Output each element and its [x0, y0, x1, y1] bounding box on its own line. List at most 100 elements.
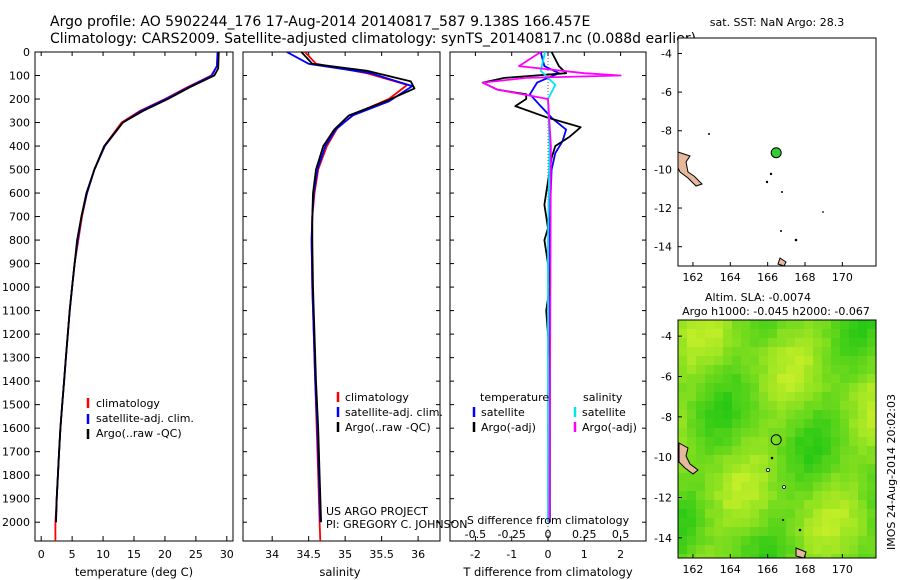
sla-cell: [777, 491, 787, 501]
sla-cell: [714, 437, 724, 447]
sla-cell: [795, 428, 805, 438]
sla-cell: [714, 509, 724, 519]
sla-cell: [840, 473, 850, 483]
sla-cell: [849, 536, 859, 546]
sla-cell: [705, 374, 715, 384]
sla-cell: [795, 455, 805, 465]
sla-cell: [768, 527, 778, 537]
figure-title-line2: Climatology: CARS2009. Satellite-adjuste…: [50, 31, 696, 47]
sla-cell: [750, 329, 760, 339]
sla-cell: [813, 464, 823, 474]
depth-tick-label: 600: [9, 187, 30, 200]
island-dot: [765, 180, 769, 184]
sla-cell: [795, 356, 805, 366]
sla-cell: [696, 329, 706, 339]
sla-cell: [678, 500, 688, 510]
sla-cell: [759, 473, 769, 483]
sla-cell: [687, 455, 697, 465]
sla-cell: [732, 455, 742, 465]
sla-cell: [813, 491, 823, 501]
sla-cell: [822, 509, 832, 519]
s-tick-label: -0.5: [465, 528, 486, 541]
legend-label-satellite: satellite-adj. clim.: [345, 406, 443, 419]
sla-cell: [714, 356, 724, 366]
sla-cell: [858, 509, 868, 519]
sla-cell: [777, 410, 787, 420]
sla-cell: [858, 374, 868, 384]
sst-map-land: [677, 133, 824, 267]
sla-cell: [741, 536, 751, 546]
sla-cell: [678, 536, 688, 546]
sla-cell: [858, 455, 868, 465]
sla-cell: [687, 329, 697, 339]
sla-cell: [786, 428, 796, 438]
sla-cell: [795, 509, 805, 519]
sla-cell: [750, 464, 760, 474]
sla-cell: [696, 464, 706, 474]
sla-cell: [786, 356, 796, 366]
sla-cell: [804, 401, 814, 411]
island-dot: [780, 230, 782, 232]
island-landmass: [678, 442, 699, 475]
sla-cell: [705, 401, 715, 411]
sla-cell: [822, 527, 832, 537]
sla-cell: [858, 419, 868, 429]
sla-cell: [732, 374, 742, 384]
sla-cell: [768, 509, 778, 519]
sla-cell: [795, 419, 805, 429]
sla-cell: [786, 455, 796, 465]
sla-cell: [813, 455, 823, 465]
credit-line1: US ARGO PROJECT: [326, 505, 428, 518]
legend-label-t-satellite: satellite: [481, 406, 525, 419]
sla-cell: [705, 455, 715, 465]
sla-cell: [723, 455, 733, 465]
sla-cell: [696, 437, 706, 447]
sla-cell: [759, 329, 769, 339]
sla-cell: [822, 410, 832, 420]
sla-cell: [678, 347, 688, 357]
sla-cell: [867, 356, 876, 366]
sla-cell: [768, 455, 778, 465]
sla-cell: [786, 410, 796, 420]
sla-cell: [840, 419, 850, 429]
sla-cell: [705, 500, 715, 510]
s-tick-label: 0.5: [612, 528, 630, 541]
sla-cell: [804, 410, 814, 420]
depth-tick-label: 800: [9, 234, 30, 247]
lat-tick-label: -10: [654, 451, 672, 464]
sla-cell: [822, 518, 832, 528]
lon-tick-label: 166: [757, 271, 778, 284]
sla-cell: [822, 320, 832, 330]
sla-cell: [687, 437, 697, 447]
sla-cell: [759, 536, 769, 546]
sla-cell: [786, 518, 796, 528]
island-dot: [782, 519, 784, 521]
sla-cell: [705, 419, 715, 429]
sla-cell: [714, 392, 724, 402]
sla-cell: [678, 545, 688, 555]
sla-cell: [696, 446, 706, 456]
depth-tick-label: 100: [9, 70, 30, 83]
difference-legend: temperature salinity satellite Argo(-adj…: [472, 391, 637, 434]
sla-cell: [858, 437, 868, 447]
sla-cell: [741, 509, 751, 519]
sla-cell: [786, 464, 796, 474]
sla-cell: [696, 392, 706, 402]
sla-cell: [813, 545, 823, 555]
sla-heatmap: [678, 320, 876, 558]
sla-cell: [696, 518, 706, 528]
sla-cell: [813, 527, 823, 537]
sla-cell: [750, 356, 760, 366]
series-line: [539, 52, 557, 523]
sla-cell: [813, 482, 823, 492]
sla-cell: [795, 374, 805, 384]
sla-cell: [741, 473, 751, 483]
sla-cell: [858, 383, 868, 393]
sla-cell: [849, 554, 859, 558]
lat-tick-label: -4: [661, 47, 672, 60]
sla-cell: [840, 401, 850, 411]
sla-cell: [759, 347, 769, 357]
sla-cell: [687, 347, 697, 357]
sla-cell: [723, 500, 733, 510]
sla-cell: [705, 491, 715, 501]
